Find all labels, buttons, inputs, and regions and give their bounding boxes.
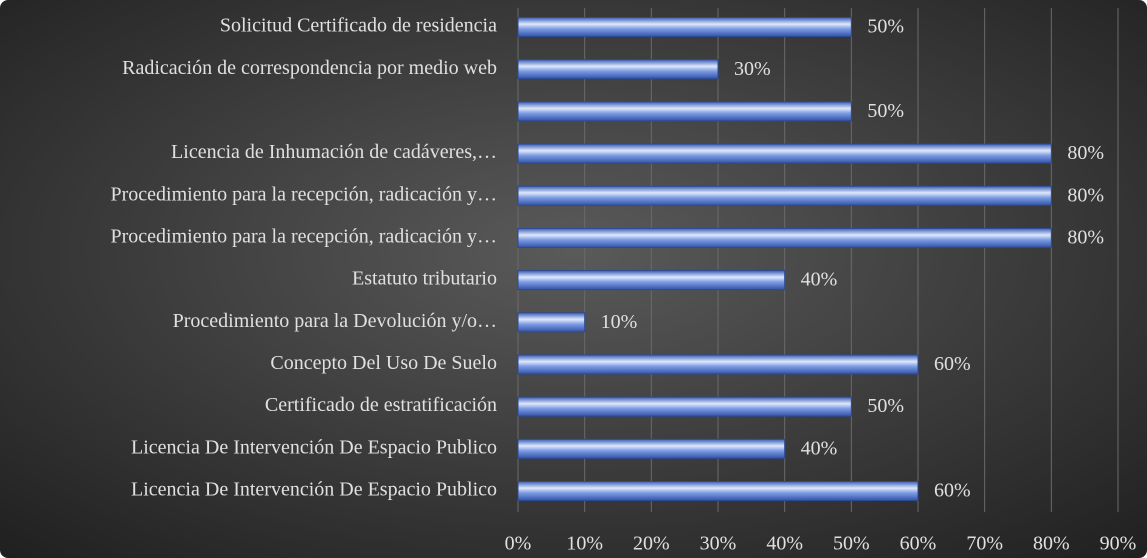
x-tick-label: 80% xyxy=(1033,533,1070,555)
bar xyxy=(517,17,852,37)
y-tick-label: Licencia de Inhumación de cadáveres,… xyxy=(171,141,497,163)
bar xyxy=(517,396,852,417)
bar xyxy=(517,438,786,459)
data-label: 40% xyxy=(801,437,838,459)
data-label: 40% xyxy=(801,269,838,291)
y-tick-label: Licencia De Intervención De Espacio Publ… xyxy=(131,479,497,501)
y-tick-label: Estatuto tributario xyxy=(352,268,497,290)
x-tick-label: 70% xyxy=(966,533,1003,555)
y-tick-label: Certificado de estratificación xyxy=(265,394,497,416)
data-label: 80% xyxy=(1067,142,1104,164)
x-tick-label: 10% xyxy=(566,533,603,555)
x-tick-label: 40% xyxy=(766,533,803,555)
x-tick-label: 0% xyxy=(505,533,532,555)
bar xyxy=(517,270,786,291)
x-tick-label: 30% xyxy=(700,533,737,555)
data-label: 50% xyxy=(867,395,904,417)
y-tick-label: Licencia De Intervención De Espacio Publ… xyxy=(131,436,497,458)
bar xyxy=(517,312,586,333)
bar xyxy=(517,354,919,375)
data-label: 30% xyxy=(734,58,771,80)
y-tick-label: Procedimiento para la recepción, radicac… xyxy=(111,226,498,248)
y-tick-label: Procedimiento para la recepción, radicac… xyxy=(111,183,498,205)
data-label: 80% xyxy=(1067,184,1104,206)
x-tick-label: 50% xyxy=(833,533,870,555)
bar xyxy=(517,101,852,122)
x-tick-label: 20% xyxy=(633,533,670,555)
bar xyxy=(517,143,1052,164)
data-label: 50% xyxy=(867,16,904,38)
data-label: 60% xyxy=(934,480,971,502)
x-tick-label: 60% xyxy=(900,533,937,555)
data-label: 50% xyxy=(867,100,904,122)
bar xyxy=(517,185,1052,206)
data-label: 60% xyxy=(934,353,971,375)
y-tick-label: Radicación de correspondencia por medio … xyxy=(122,57,497,79)
bar xyxy=(517,59,719,80)
bar xyxy=(517,227,1052,248)
x-tick-label: 90% xyxy=(1100,533,1137,555)
y-tick-label: Solicitud Certificado de residencia xyxy=(220,15,497,37)
bar xyxy=(517,481,919,501)
data-label: 80% xyxy=(1067,227,1104,249)
data-label: 10% xyxy=(601,311,638,333)
y-tick-label: Procedimiento para la Devolución y/o… xyxy=(173,310,497,332)
y-tick-label: Concepto Del Uso De Suelo xyxy=(270,352,497,374)
